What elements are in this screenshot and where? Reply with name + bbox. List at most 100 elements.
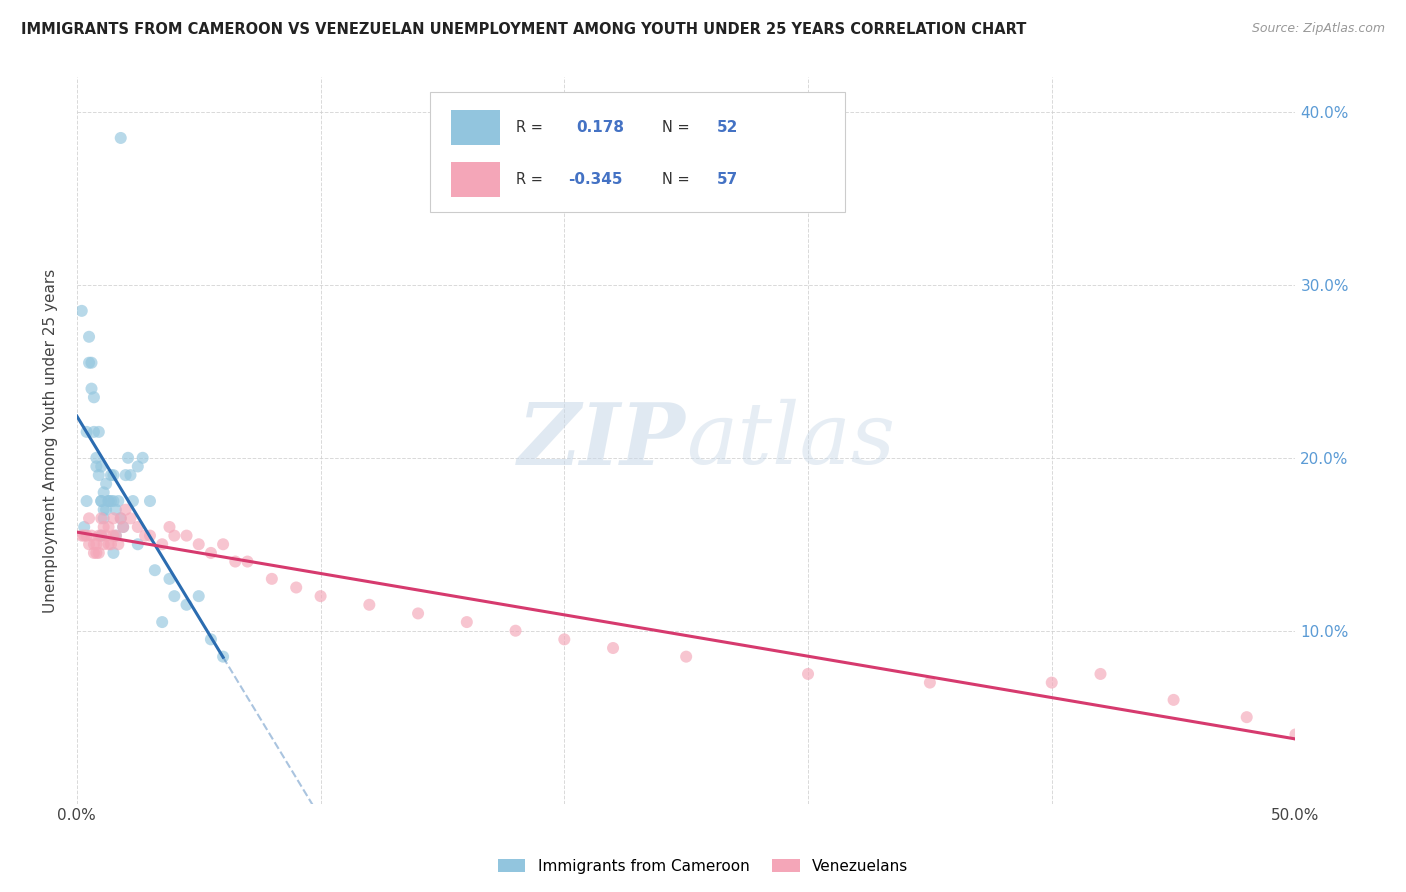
Point (187, 589, 209, 603)
Point (104, 528, 127, 542)
Y-axis label: Unemployment Among Youth under 25 years: Unemployment Among Youth under 25 years (44, 268, 58, 613)
Point (100, 494, 122, 508)
Point (73, 528, 96, 542)
Point (87, 468, 110, 483)
Point (139, 494, 162, 508)
Text: IMMIGRANTS FROM CAMEROON VS VENEZUELAN UNEMPLOYMENT AMONG YOUTH UNDER 25 YEARS C: IMMIGRANTS FROM CAMEROON VS VENEZUELAN U… (21, 22, 1026, 37)
Point (122, 494, 145, 508)
Point (236, 555, 259, 569)
Point (1236, 710, 1258, 724)
Point (94, 476, 117, 491)
Point (103, 494, 125, 508)
Point (120, 511, 142, 525)
Point (77, 511, 100, 525)
Point (87, 528, 110, 542)
Point (77, 537, 100, 551)
Point (176, 528, 198, 542)
Point (134, 528, 156, 542)
Point (93, 511, 115, 525)
Point (70, 528, 93, 542)
Point (159, 572, 181, 586)
Point (406, 607, 429, 621)
Point (90, 459, 112, 474)
Point (505, 624, 527, 638)
Point (107, 537, 129, 551)
Point (110, 511, 132, 525)
Point (80, 356, 103, 370)
Point (1090, 667, 1112, 681)
Point (80, 382, 103, 396)
Text: N =: N = (662, 172, 689, 187)
Point (76, 425, 98, 439)
Point (90, 494, 112, 508)
Point (143, 563, 166, 577)
Point (456, 615, 478, 629)
FancyBboxPatch shape (451, 111, 499, 145)
Text: N =: N = (662, 120, 689, 136)
Point (131, 450, 153, 465)
Point (100, 468, 122, 483)
Point (76, 528, 98, 542)
Point (86, 450, 108, 465)
Point (127, 459, 149, 474)
Point (103, 511, 125, 525)
Legend: Immigrants from Cameroon, Venezuelans: Immigrants from Cameroon, Venezuelans (492, 853, 914, 880)
Point (359, 598, 381, 612)
Point (1284, 727, 1306, 741)
Point (104, 528, 127, 542)
Text: -0.345: -0.345 (568, 172, 623, 187)
Point (90, 494, 112, 508)
Point (139, 528, 162, 542)
Point (176, 598, 198, 612)
Point (93, 502, 115, 516)
Point (87, 425, 110, 439)
Point (1040, 675, 1063, 690)
Text: 52: 52 (717, 120, 738, 136)
Point (212, 649, 235, 664)
Point (114, 502, 136, 516)
Point (93, 520, 115, 534)
Point (117, 450, 139, 465)
Point (77, 330, 100, 344)
Point (103, 528, 125, 542)
Point (100, 537, 122, 551)
Point (675, 649, 697, 664)
Point (163, 589, 186, 603)
Point (224, 555, 246, 569)
Text: R =: R = (516, 172, 543, 187)
Point (97, 537, 120, 551)
Point (309, 589, 332, 603)
Point (112, 520, 135, 534)
Point (285, 581, 308, 595)
Point (114, 468, 136, 483)
Point (159, 520, 181, 534)
Point (90, 511, 112, 525)
Point (212, 537, 235, 551)
Point (127, 520, 149, 534)
Point (73, 520, 96, 534)
Point (103, 546, 125, 560)
Point (86, 537, 108, 551)
Point (1163, 693, 1185, 707)
Point (150, 537, 173, 551)
Point (83, 546, 105, 560)
Point (90, 528, 112, 542)
Point (110, 511, 132, 525)
Point (200, 632, 222, 647)
Point (163, 528, 186, 542)
Point (77, 356, 100, 370)
Text: 0.178: 0.178 (576, 120, 624, 136)
Point (86, 546, 108, 560)
Text: 57: 57 (717, 172, 738, 187)
Point (86, 459, 108, 474)
Point (260, 572, 283, 586)
Point (200, 546, 222, 560)
Point (918, 675, 941, 690)
Point (97, 494, 120, 508)
Text: ZIP: ZIP (519, 399, 686, 483)
Point (83, 537, 105, 551)
Point (107, 494, 129, 508)
Point (553, 632, 575, 647)
Point (104, 502, 127, 516)
Point (87, 546, 110, 560)
